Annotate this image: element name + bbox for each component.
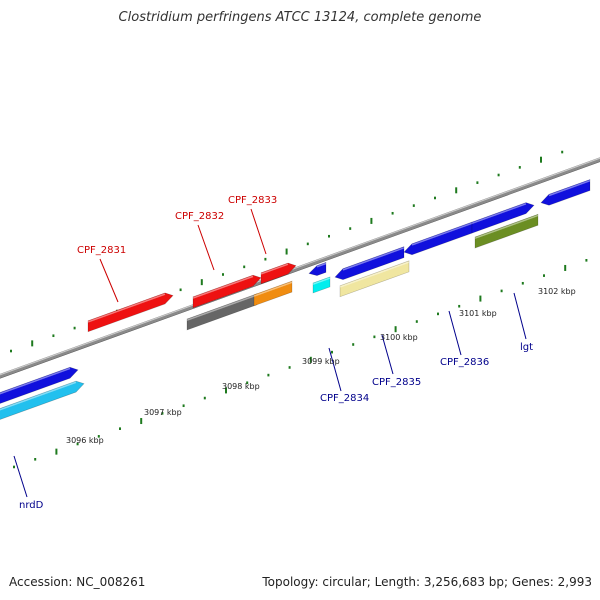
feature-lgt-green	[474, 213, 539, 249]
tick-marks	[10, 150, 588, 469]
accession-text: Accession: NC_008261	[9, 575, 146, 589]
scale-label: 3097 kbp	[144, 408, 182, 417]
feature-feature-cyan-left	[0, 380, 85, 420]
map-title: Clostridium perfringens ATCC 13124, comp…	[118, 10, 482, 25]
leader-line	[448, 310, 462, 356]
gene-label-cpf-2833: CPF_2833	[228, 195, 277, 206]
feature-cpf-2835-blue	[334, 246, 405, 280]
leader-line	[250, 208, 267, 255]
feature-feature-red-small	[260, 262, 297, 285]
backbone	[0, 157, 600, 379]
leader-line	[381, 334, 394, 375]
feature-cpf-2833	[253, 280, 293, 307]
gene-label-cpf-2834: CPF_2834	[320, 393, 369, 404]
feature-lgt-blue	[471, 202, 535, 234]
gene-label-cpf-2835: CPF_2835	[372, 377, 421, 388]
labels-layer: 3096 kbp 3097 kbp 3098 kbp 3099 kbp 3100 kbp…	[19, 195, 576, 511]
leader-line	[328, 347, 342, 392]
features-layer	[0, 179, 591, 420]
feature-feature-blue-right	[540, 179, 591, 206]
scale-label: 3101 kbp	[459, 309, 497, 318]
gene-label-cpf-2832: CPF_2832	[175, 211, 224, 222]
scale-label: 3096 kbp	[66, 436, 104, 445]
leader-line	[197, 224, 215, 271]
gene-label-nrdd: nrdD	[19, 500, 44, 511]
leader-line	[13, 455, 28, 498]
gene-label-lgt: lgt	[520, 342, 533, 353]
scale-label: 3102 kbp	[538, 287, 576, 296]
scale-label: 3099 kbp	[302, 357, 340, 366]
gene-label-cpf-2836: CPF_2836	[440, 357, 489, 368]
feature-cpf-2831	[87, 292, 174, 333]
leader-line	[513, 292, 527, 340]
feature-cpf-2835-yellow	[339, 260, 410, 298]
feature-cpf-2834	[312, 276, 331, 294]
gene-label-cpf-2831: CPF_2831	[77, 245, 126, 256]
leader-line	[99, 258, 119, 303]
feature-feature-red-mid	[192, 274, 262, 309]
scale-label: 3098 kbp	[222, 382, 260, 391]
label-leaders	[13, 208, 527, 498]
genome-summary: Topology: circular; Length: 3,256,683 bp…	[262, 575, 592, 589]
feature-cpf-2836	[403, 221, 473, 256]
feature-feature-blue-small	[308, 261, 327, 276]
scale-label: 3100 kbp	[380, 333, 418, 342]
feature-feature-blue-left	[0, 366, 79, 404]
